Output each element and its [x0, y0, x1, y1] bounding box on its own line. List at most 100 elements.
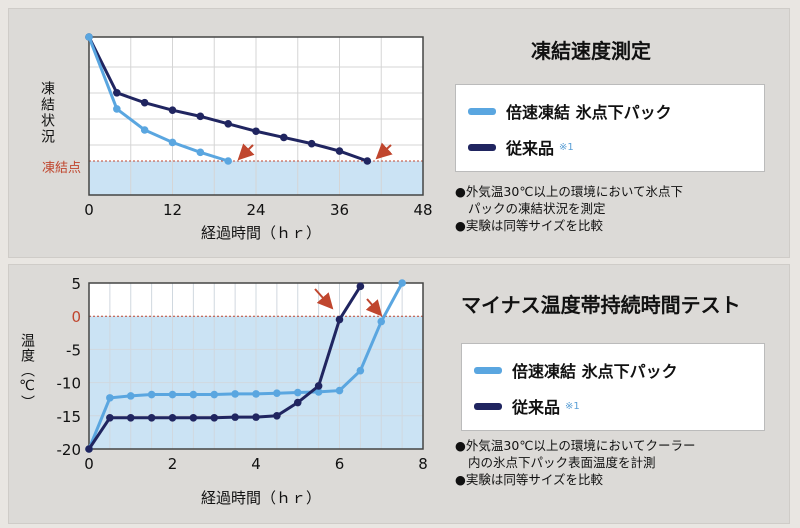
note-line: パックの凍結状況を測定	[468, 201, 606, 216]
data-point-fast	[356, 366, 365, 375]
note-line: ●実験は同等サイズを比較	[455, 472, 604, 487]
data-point-conventional	[106, 413, 114, 422]
data-point-fast	[314, 388, 323, 396]
legend-label-conventional: 従来品	[506, 139, 555, 158]
data-point-fast	[196, 148, 205, 157]
data-point-fast	[189, 390, 198, 399]
legend-swatch-conventional	[468, 143, 496, 151]
legend-label-conventional: 従来品	[512, 398, 561, 417]
data-point-conventional	[356, 282, 365, 291]
data-point-conventional	[113, 89, 121, 97]
freeze-arrow-conventional	[375, 142, 393, 160]
data-point-conventional	[189, 413, 198, 422]
chart1-notes: ●外気温30℃以上の環境において氷点下 パックの凍結状況を測定 ●実験は同等サイ…	[455, 183, 683, 234]
legend-item-conventional: 従来品 ※1	[474, 394, 580, 418]
data-point-fast	[293, 388, 302, 397]
data-point-conventional	[126, 413, 135, 422]
x-tick-label: 6	[335, 455, 345, 473]
data-point-conventional	[363, 157, 372, 165]
y-tick-label: -15	[57, 408, 82, 426]
legend-swatch-conventional	[474, 402, 502, 410]
data-point-fast	[210, 390, 219, 399]
plot-frame	[88, 282, 424, 450]
note-line: ●外気温30℃以上の環境においてクーラー	[455, 438, 696, 453]
x-tick-label: 0	[84, 455, 94, 473]
data-point-fast	[224, 157, 232, 165]
chart2-title: マイナス温度帯持続時間テスト	[461, 293, 741, 317]
chart2-legend: 倍速凍結 氷点下パック 従来品 ※1	[461, 343, 765, 431]
y-tick-label: -5	[66, 341, 81, 359]
chart1-legend: 倍速凍結 氷点下パック 従来品 ※1	[455, 84, 765, 172]
temperature-duration-chart: 温度（℃） 5 0 -5 -10 -15 -20 0 2 4 6 8 経過時間（ｈｒ）	[19, 275, 428, 507]
legend-swatch-fast	[474, 366, 502, 374]
legend-note-mark: ※1	[559, 141, 574, 153]
x-tick-label: 0	[84, 201, 94, 219]
data-point-conventional	[140, 98, 149, 107]
data-point-fast	[85, 33, 93, 41]
data-point-conventional	[335, 315, 344, 324]
legend-label-fast: 倍速凍結 氷点下パック	[512, 362, 678, 381]
data-point-fast	[140, 126, 149, 134]
zero-arrow-fast	[365, 298, 383, 317]
data-point-fast	[398, 279, 406, 287]
data-point-fast	[231, 390, 239, 398]
chart2-notes: ●外気温30℃以上の環境においてクーラー 内の氷点下パック表面温度を計測 ●実験…	[455, 437, 695, 488]
x-tick-label: 12	[163, 201, 182, 219]
x-axis-label: 経過時間（ｈｒ）	[201, 489, 321, 507]
data-point-conventional	[252, 127, 260, 136]
x-axis-label: 経過時間（ｈｒ）	[201, 224, 321, 242]
legend-item-fast: 倍速凍結 氷点下パック	[474, 358, 678, 382]
x-tick-label: 2	[168, 455, 178, 473]
data-point-fast	[168, 390, 177, 399]
data-point-conventional	[307, 139, 316, 148]
x-tick-label: 36	[330, 201, 349, 219]
data-point-fast	[168, 138, 177, 147]
data-point-conventional	[252, 413, 260, 421]
data-point-conventional	[196, 112, 205, 121]
data-point-fast	[106, 394, 114, 402]
data-point-conventional	[314, 382, 323, 390]
legend-swatch-fast	[468, 107, 496, 115]
legend-item-conventional: 従来品 ※1	[468, 135, 574, 159]
note-line: ●実験は同等サイズを比較	[455, 218, 604, 233]
legend-label-fast: 倍速凍結 氷点下パック	[506, 103, 672, 122]
note-line: ●外気温30℃以上の環境において氷点下	[455, 184, 683, 199]
data-point-fast	[113, 105, 121, 113]
data-point-conventional	[280, 133, 288, 142]
data-point-conventional	[85, 445, 93, 453]
data-point-conventional	[293, 398, 302, 407]
data-point-fast	[126, 392, 135, 400]
legend-note-mark: ※1	[565, 400, 580, 412]
data-point-fast	[273, 389, 281, 398]
data-point-conventional	[168, 413, 177, 422]
freezing-speed-chart: 凍結状況 凍結点 0 12 24 36 48 経過時間（ｈｒ）	[39, 33, 433, 242]
freeze-arrow-fast	[237, 143, 255, 161]
data-point-conventional	[147, 413, 156, 422]
x-tick-label: 4	[251, 455, 261, 473]
note-line: 内の氷点下パック表面温度を計測	[468, 455, 656, 470]
series-line-fast	[87, 282, 404, 450]
y-tick-label: -20	[57, 441, 82, 459]
x-tick-label: 24	[246, 201, 265, 219]
data-point-conventional	[168, 106, 177, 114]
y-axis-label: 凍結状況	[39, 81, 55, 145]
data-point-conventional	[224, 120, 232, 128]
zero-arrow-conventional	[314, 288, 334, 310]
data-point-fast	[377, 317, 386, 326]
data-point-fast	[252, 390, 260, 398]
data-point-conventional	[273, 412, 281, 420]
chart1-title: 凍結速度測定	[531, 39, 651, 63]
y-tick-label: 0	[71, 308, 81, 326]
duration-test-panel: 温度（℃） 5 0 -5 -10 -15 -20 0 2 4 6 8 経過時間（ｈｒ） マイナス温…	[8, 264, 790, 524]
data-point-conventional	[231, 413, 239, 421]
freeze-point-label: 凍結点	[42, 160, 81, 176]
series-line-fast	[87, 36, 229, 163]
freezing-speed-panel: 凍結状況 凍結点 0 12 24 36 48 経過時間（ｈｒ） 凍結速度測定 倍速凍結 …	[8, 8, 790, 258]
data-point-conventional	[210, 413, 219, 422]
y-tick-label: 5	[71, 275, 81, 293]
x-tick-label: 48	[413, 201, 432, 219]
y-tick-label: -10	[57, 375, 82, 393]
data-point-fast	[335, 386, 344, 395]
x-tick-label: 8	[418, 455, 428, 473]
legend-item-fast: 倍速凍結 氷点下パック	[468, 99, 672, 123]
